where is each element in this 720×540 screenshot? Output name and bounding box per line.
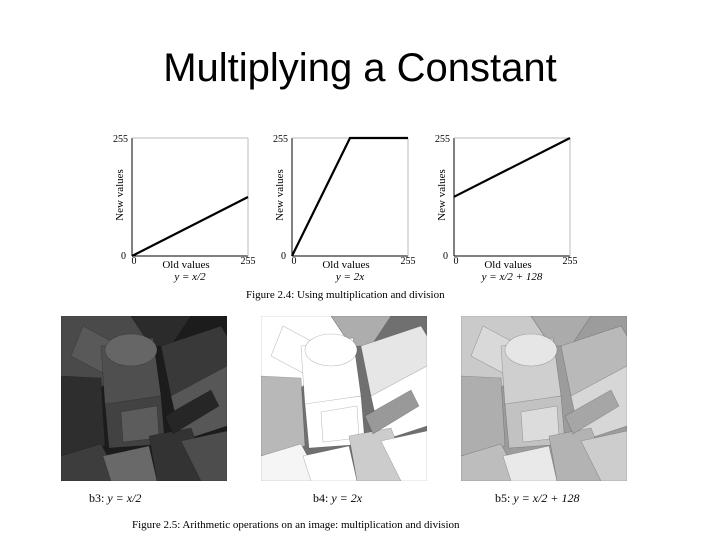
series-line [453,137,571,198]
y-axis-label: New values [114,169,126,221]
block-shape [564,389,620,435]
block-shape [304,333,358,367]
chart-y-half-x-plus-128: 0 255 0 255 Old values New values y = x/2 + 12… [435,134,578,283]
photo-b4-label: b4: [313,491,329,505]
chart-caption: y = x/2 + 128 [481,271,543,283]
block-shape [164,389,220,435]
block-shape [302,445,358,481]
photo-b5-equation: y = x/2 + 128 [513,491,580,505]
y-tick-label: 0 [281,251,286,262]
x-tick-label: 0 [292,256,297,267]
block-shape [61,443,122,481]
photo-b3-caption: b3: y = x/2 [89,491,141,506]
block-shape [61,375,106,457]
chart-y-half-x: 0 255 0 255 Old values New values y = x/2 [113,134,256,283]
blocks-image [261,316,427,481]
x-axis-label: Old values [322,259,369,271]
block-shape [261,375,306,457]
photo-b4-equation: y = 2x [331,491,363,505]
blocks-image [461,316,627,481]
x-tick-label: 255 [563,256,578,267]
block-shape [580,430,627,481]
block-shape [380,430,427,481]
y-tick-label: 0 [121,251,126,262]
y-tick-label: 255 [435,134,450,145]
figure-2-4-caption: Figure 2.4: Using multiplication and div… [246,289,445,301]
slide-title: Multiplying a Constant [163,46,557,90]
block-shape [261,443,322,481]
y-tick-label: 255 [273,134,288,145]
x-axis-label: Old values [162,259,209,271]
block-shape [102,445,158,481]
photo-b3-equation: y = x/2 [107,491,142,505]
block-shape [502,445,558,481]
series-line [131,196,249,257]
photo-b5 [461,316,627,481]
x-tick-label: 255 [401,256,416,267]
photo-b5-caption: b5: y = x/2 + 128 [495,491,580,506]
y-tick-label: 255 [113,134,128,145]
x-tick-label: 255 [241,256,256,267]
block-shape [180,430,227,481]
block-shape [364,389,420,435]
chart-caption: y = 2x [335,271,364,283]
y-tick-label: 0 [443,251,448,262]
chart-y-double-x: 0 255 0 255 Old values New values y = 2x [273,134,416,283]
block-shape [461,443,522,481]
series-line [291,136,408,257]
y-axis-label: New values [274,169,286,221]
x-axis-label: Old values [484,259,531,271]
figure-2-5-caption: Figure 2.5: Arithmetic operations on an … [132,519,460,531]
charts-panel: 0 255 0 255 Old values New values y = x/2 0 255… [113,134,578,283]
photo-b4 [261,316,427,481]
photo-b3 [61,316,227,481]
x-tick-label: 0 [132,256,137,267]
y-axis-label: New values [436,169,448,221]
block-shape [104,333,158,367]
photo-b4-caption: b4: y = 2x [313,491,362,506]
chart-caption: y = x/2 [173,271,206,283]
x-tick-label: 0 [454,256,459,267]
photo-b5-label: b5: [495,491,511,505]
photo-b3-label: b3: [89,491,105,505]
blocks-image [61,316,227,481]
block-shape [461,375,506,457]
block-shape [504,333,558,367]
